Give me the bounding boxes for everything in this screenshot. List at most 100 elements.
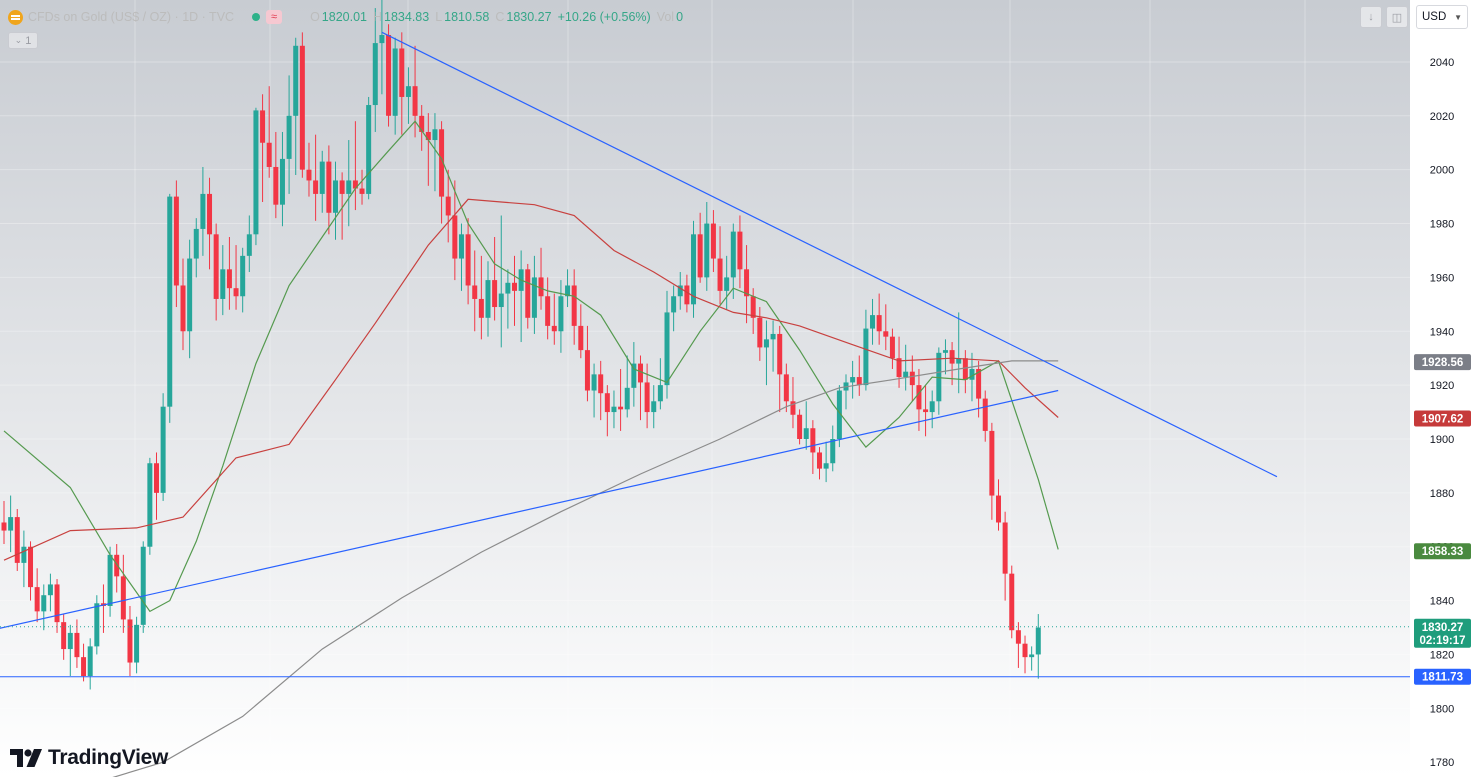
candle-body bbox=[598, 374, 604, 394]
candle-body bbox=[472, 285, 478, 299]
candle-body bbox=[147, 463, 153, 547]
candle-body bbox=[677, 285, 683, 297]
candle-body bbox=[604, 393, 610, 413]
candle-body bbox=[405, 86, 411, 97]
candle-body bbox=[664, 312, 670, 386]
candle-body bbox=[611, 406, 617, 413]
candle-body bbox=[949, 350, 955, 364]
candle-body bbox=[909, 371, 915, 386]
candle-body bbox=[187, 258, 193, 332]
candle-body bbox=[193, 228, 199, 259]
market-status-icon bbox=[252, 13, 261, 21]
trendline bbox=[381, 31, 1278, 478]
candle-body bbox=[81, 657, 87, 677]
symbol-title[interactable]: CFDs on Gold (US$ / OZ) · 1D · TVC bbox=[28, 10, 235, 24]
candle-body bbox=[333, 180, 338, 213]
candle-body bbox=[724, 277, 730, 291]
candle-body bbox=[803, 428, 809, 439]
candle-body bbox=[545, 296, 551, 326]
candle-body bbox=[372, 43, 378, 106]
candle-body bbox=[903, 371, 909, 378]
price-axis-tick-label: 1840 bbox=[1430, 596, 1454, 608]
candle-body bbox=[697, 234, 703, 278]
tradingview-logo[interactable]: TradingView bbox=[10, 746, 168, 770]
candle-body bbox=[293, 45, 299, 116]
price-label-badge bbox=[1414, 543, 1471, 560]
candle-body bbox=[173, 196, 179, 286]
indicator-wave-icon[interactable]: ≈ bbox=[266, 10, 283, 24]
candle-body bbox=[1022, 643, 1028, 658]
price-axis-tick-label: 1900 bbox=[1430, 434, 1454, 446]
candle-body bbox=[1009, 573, 1015, 631]
candle-body bbox=[366, 105, 372, 194]
candle-body bbox=[153, 463, 159, 493]
candle-body bbox=[783, 374, 789, 402]
candle-body bbox=[233, 288, 239, 297]
candle-body bbox=[8, 517, 14, 531]
candle-body bbox=[160, 406, 166, 493]
candle-body bbox=[816, 452, 822, 469]
candle-body bbox=[863, 328, 869, 386]
candle-body bbox=[810, 428, 816, 453]
candle-body bbox=[956, 358, 962, 364]
candle-body bbox=[962, 358, 968, 380]
candle-body bbox=[618, 406, 624, 410]
candle-body bbox=[127, 619, 133, 663]
candle-body bbox=[830, 438, 836, 464]
candle-body bbox=[492, 280, 498, 308]
candle-body bbox=[512, 282, 518, 291]
trendline bbox=[0, 389, 1059, 629]
candle-body bbox=[67, 632, 73, 650]
price-label-badge bbox=[1414, 618, 1471, 648]
currency-select[interactable]: USD ▼ bbox=[1416, 5, 1468, 29]
candle-body bbox=[419, 115, 425, 132]
candle-body bbox=[352, 180, 358, 189]
candle-body bbox=[399, 48, 405, 97]
price-label-badge bbox=[1414, 410, 1471, 427]
candle-body bbox=[41, 595, 47, 612]
high-value: 1834.83 bbox=[384, 10, 430, 24]
candle-body bbox=[326, 161, 332, 213]
ohlc-values: O 1820.01 H 1834.83 L 1810.58 C 1830.27 +10.… bbox=[310, 10, 689, 24]
candle-body bbox=[790, 401, 796, 415]
candle-body bbox=[21, 546, 27, 563]
candle-body bbox=[240, 255, 246, 297]
candle-body bbox=[763, 339, 769, 348]
moving-average-line bbox=[112, 360, 1059, 777]
candle-body bbox=[684, 285, 690, 305]
candle-body bbox=[657, 385, 663, 402]
candle-body bbox=[671, 296, 677, 313]
screenshot-icon[interactable]: ◫ bbox=[1386, 6, 1408, 28]
candle-body bbox=[916, 385, 922, 410]
candle-body bbox=[704, 223, 710, 278]
candle-body bbox=[134, 624, 140, 663]
price-axis-tick-label: 2040 bbox=[1430, 57, 1454, 69]
candle-body bbox=[14, 517, 20, 563]
price-axis-tick-label: 2020 bbox=[1430, 111, 1454, 123]
candle-body bbox=[439, 129, 445, 197]
plot-background bbox=[0, 0, 1410, 777]
candle-body bbox=[505, 282, 511, 294]
candle-body bbox=[1029, 654, 1035, 658]
candle-body bbox=[896, 358, 902, 378]
candle-body bbox=[200, 193, 206, 229]
price-axis-tick-label: 1780 bbox=[1430, 757, 1454, 769]
candle-body bbox=[777, 333, 783, 375]
candle-body bbox=[836, 390, 842, 439]
candle-body bbox=[1002, 522, 1008, 574]
scroll-down-icon[interactable]: ↓ bbox=[1360, 6, 1382, 28]
candle-body bbox=[923, 409, 929, 413]
candle-body bbox=[465, 234, 471, 286]
top-right-controls: ↓ ◫ USD ▼ bbox=[1360, 5, 1468, 29]
candle-body bbox=[445, 196, 451, 216]
candle-body bbox=[631, 363, 637, 388]
chevron-down-icon: ▼ bbox=[1454, 12, 1462, 22]
candle-body bbox=[226, 269, 232, 289]
candle-body bbox=[578, 325, 584, 351]
price-label-badge bbox=[1414, 668, 1471, 685]
price-axis-tick-label: 1940 bbox=[1430, 326, 1454, 338]
candle-body bbox=[54, 584, 60, 623]
candle-body bbox=[213, 234, 219, 299]
collapse-indicators-button[interactable]: ⌄ 1 bbox=[8, 32, 38, 49]
